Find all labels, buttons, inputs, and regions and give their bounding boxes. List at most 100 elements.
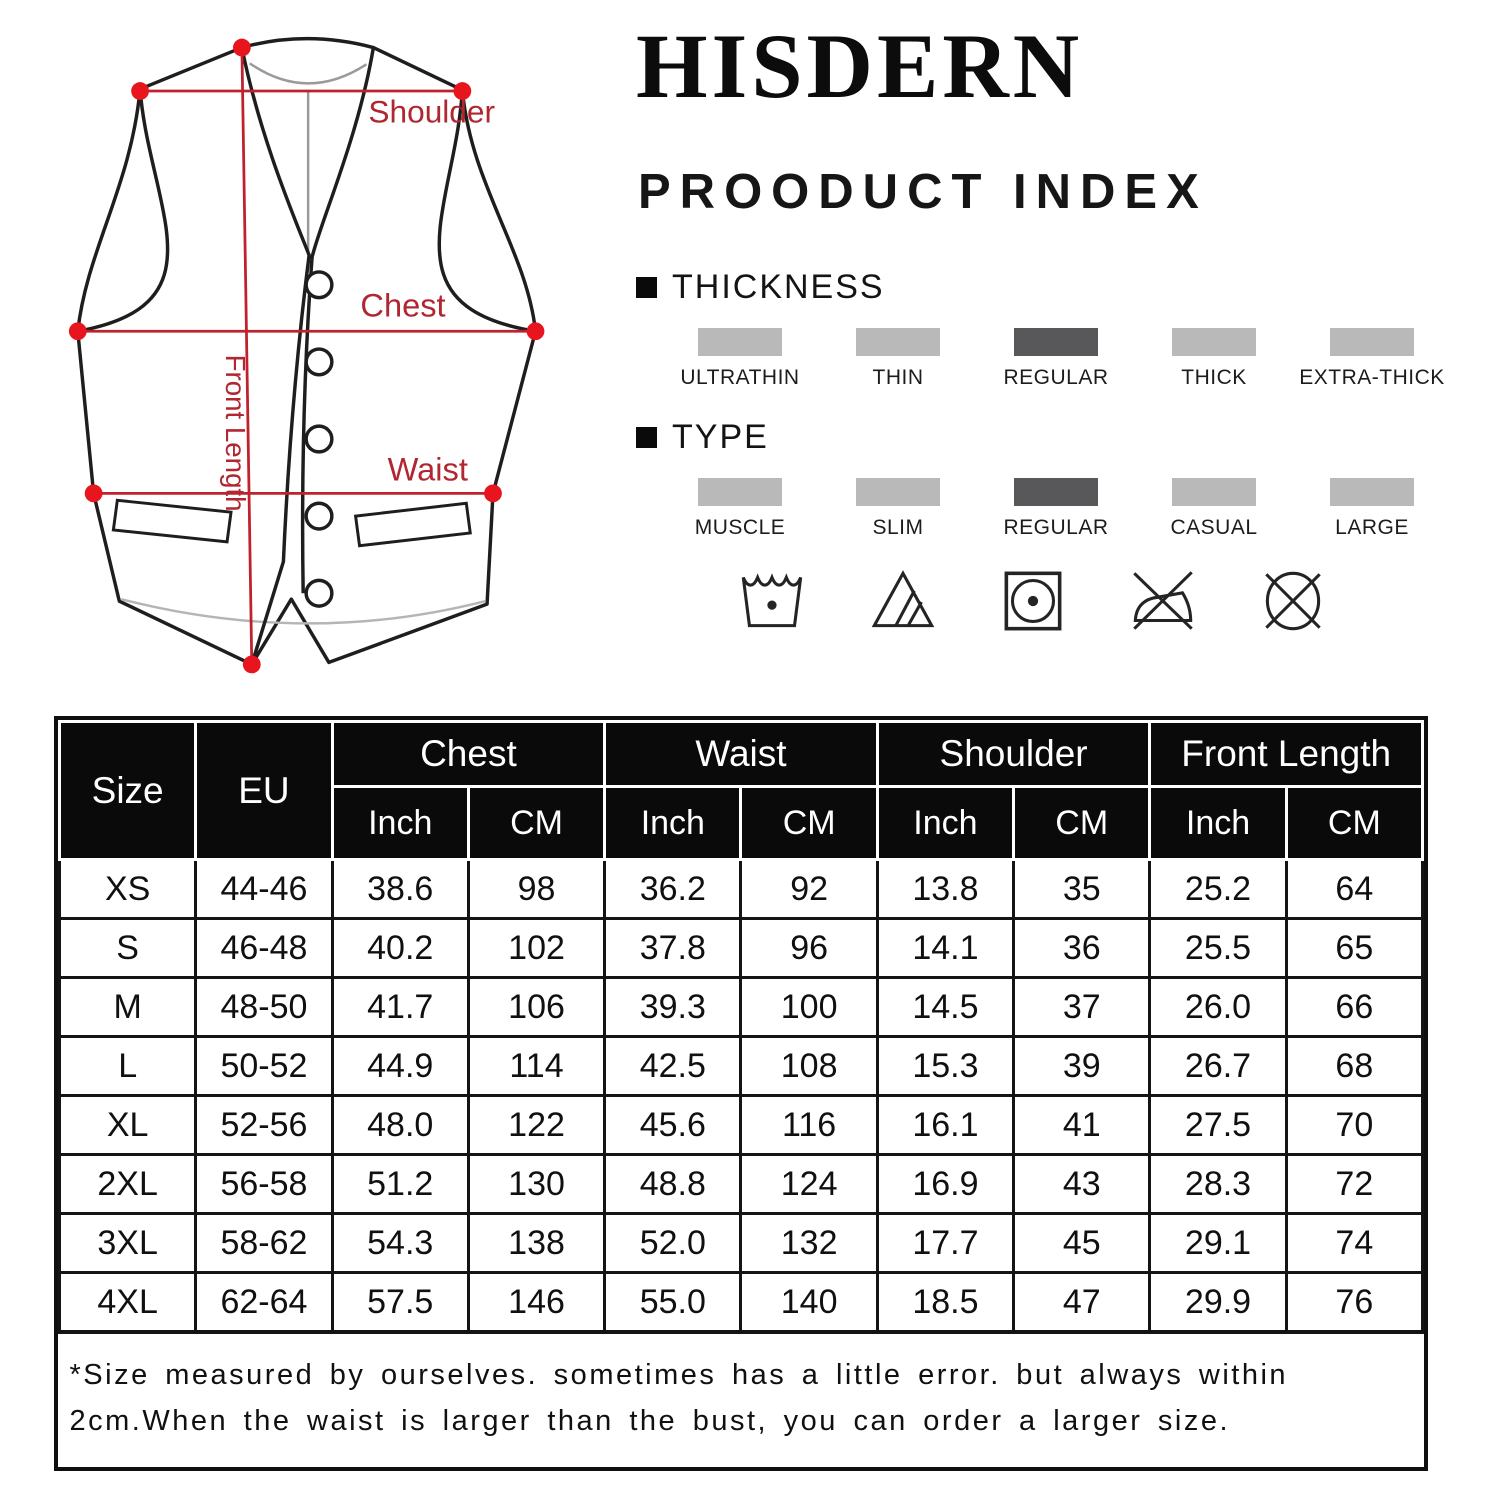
- type-option-large: LARGE: [1297, 478, 1447, 540]
- cell-waist-cm: 92: [739, 858, 879, 920]
- cell-eu: 48-50: [194, 976, 334, 1038]
- cell-shoulder-inch: 16.1: [875, 1094, 1016, 1156]
- type-scale: MUSCLE SLIM REGULAR CASUAL LARGE: [636, 478, 1486, 540]
- cell-shoulder-inch: 17.7: [875, 1212, 1016, 1274]
- table-note-row: *Size measured by ourselves. sometimes h…: [59, 1330, 1423, 1467]
- cell-size: S: [57, 917, 198, 979]
- cell-eu: 58-62: [194, 1212, 334, 1274]
- thickness-swatch: [698, 328, 782, 356]
- cell-waist-inch: 42.5: [603, 1035, 743, 1097]
- thickness-heading: THICKNESS: [636, 268, 1486, 307]
- cell-waist-cm: 140: [739, 1271, 879, 1334]
- cell-chest-cm: 122: [466, 1094, 607, 1156]
- thickness-scale: ULTRATHIN THIN REGULAR THICK EXTRA-THICK: [636, 328, 1486, 390]
- cell-size: L: [57, 1035, 198, 1097]
- cell-waist-cm: 132: [739, 1212, 879, 1274]
- thickness-option-label: REGULAR: [1003, 366, 1109, 389]
- cell-length-cm: 68: [1284, 1035, 1425, 1097]
- thickness-option-extra-thick: EXTRA-THICK: [1297, 328, 1447, 390]
- cell-shoulder-inch: 13.8: [875, 858, 1016, 920]
- cell-waist-inch: 52.0: [603, 1212, 743, 1274]
- cell-shoulder-cm: 39: [1012, 1035, 1152, 1097]
- table-row-xl: XL 52-56 48.0 122 45.6 116 16.1 41 27.5 …: [57, 1094, 1425, 1156]
- left-pocket: [111, 498, 233, 544]
- cell-waist-cm: 124: [739, 1153, 879, 1215]
- button-4: [304, 501, 334, 531]
- cell-size: M: [57, 976, 198, 1038]
- measure-dot: [526, 322, 545, 341]
- cell-length-cm: 65: [1284, 917, 1425, 979]
- cell-chest-cm: 98: [466, 858, 607, 920]
- col-header-chest: Chest: [330, 720, 607, 788]
- cell-chest-cm: 146: [466, 1271, 607, 1334]
- measure-dot: [68, 322, 87, 341]
- table-row-xs: XS 44-46 38.6 98 36.2 92 13.8 35 25.2 64: [57, 858, 1425, 920]
- table-row-s: S 46-48 40.2 102 37.8 96 14.1 36 25.5 65: [57, 917, 1425, 979]
- type-swatch: [1014, 478, 1098, 506]
- do-not-iron-icon: [1122, 560, 1204, 642]
- button-1: [304, 270, 334, 300]
- cell-chest-cm: 138: [466, 1212, 607, 1274]
- page-title: PROODUCT INDEX: [638, 165, 1208, 219]
- size-table-container: Size EU Chest Waist Shoulder Front Lengt…: [54, 716, 1428, 1471]
- cell-length-cm: 74: [1284, 1212, 1425, 1274]
- cell-shoulder-inch: 14.1: [875, 917, 1016, 979]
- cell-chest-inch: 57.5: [330, 1271, 470, 1334]
- col-header-inch: Inch: [1148, 785, 1288, 861]
- cell-chest-inch: 44.9: [330, 1035, 470, 1097]
- measure-dot: [453, 82, 472, 100]
- table-row-2xl: 2XL 56-58 51.2 130 48.8 124 16.9 43 28.3…: [57, 1153, 1425, 1215]
- cell-length-inch: 29.9: [1148, 1271, 1288, 1334]
- thickness-option-label: THICK: [1181, 366, 1247, 389]
- cell-length-inch: 27.5: [1148, 1094, 1288, 1156]
- cell-length-cm: 72: [1284, 1153, 1425, 1215]
- cell-chest-cm: 102: [466, 917, 607, 979]
- cell-size: XS: [57, 858, 198, 920]
- col-header-cm: CM: [466, 785, 607, 861]
- right-armhole-curve: [437, 89, 536, 333]
- cell-length-inch: 26.7: [1148, 1035, 1288, 1097]
- measure-dot: [484, 484, 502, 503]
- col-header-cm: CM: [739, 785, 879, 861]
- thickness-option-thin: THIN: [823, 328, 973, 390]
- type-heading-label: TYPE: [672, 418, 769, 456]
- cell-waist-cm: 96: [739, 917, 879, 979]
- table-row-4xl: 4XL 62-64 57.5 146 55.0 140 18.5 47 29.9…: [57, 1271, 1425, 1334]
- size-note: *Size measured by ourselves. sometimes h…: [59, 1330, 1423, 1467]
- cell-chest-inch: 54.3: [330, 1212, 470, 1274]
- thickness-option-label: THIN: [872, 366, 924, 389]
- type-option-label: REGULAR: [1003, 516, 1109, 539]
- cell-shoulder-inch: 15.3: [875, 1035, 1016, 1097]
- cell-shoulder-cm: 43: [1012, 1153, 1152, 1215]
- right-pocket: [353, 501, 472, 548]
- col-header-inch: Inch: [603, 785, 743, 861]
- cell-length-inch: 25.2: [1148, 858, 1288, 920]
- cell-length-cm: 64: [1284, 858, 1425, 920]
- cell-waist-inch: 55.0: [603, 1271, 743, 1334]
- cell-shoulder-cm: 36: [1012, 917, 1152, 979]
- thickness-option-thick: THICK: [1139, 328, 1289, 390]
- cell-shoulder-cm: 47: [1012, 1271, 1152, 1334]
- front-length-measure-line: [240, 47, 254, 665]
- cell-length-inch: 25.5: [1148, 917, 1288, 979]
- cell-chest-inch: 38.6: [330, 858, 470, 920]
- type-swatch: [856, 478, 940, 506]
- cell-eu: 50-52: [194, 1035, 334, 1097]
- machine-wash-icon: [732, 560, 814, 642]
- cell-chest-inch: 41.7: [330, 976, 470, 1038]
- measure-dot: [131, 82, 149, 100]
- thickness-heading-label: THICKNESS: [672, 268, 885, 306]
- cell-waist-cm: 116: [739, 1094, 879, 1156]
- col-header-cm: CM: [1012, 785, 1152, 861]
- type-option-label: MUSCLE: [694, 516, 786, 539]
- cell-eu: 44-46: [194, 858, 334, 920]
- cell-size: 2XL: [57, 1153, 198, 1215]
- col-header-size: Size: [57, 720, 198, 861]
- table-row-l: L 50-52 44.9 114 42.5 108 15.3 39 26.7 6…: [57, 1035, 1425, 1097]
- cell-waist-cm: 108: [739, 1035, 879, 1097]
- care-symbols-row: [636, 560, 1334, 642]
- front-length-label: Front Length: [220, 355, 251, 512]
- measure-dot: [84, 484, 103, 503]
- cell-shoulder-cm: 45: [1012, 1212, 1152, 1274]
- cell-shoulder-inch: 14.5: [875, 976, 1016, 1038]
